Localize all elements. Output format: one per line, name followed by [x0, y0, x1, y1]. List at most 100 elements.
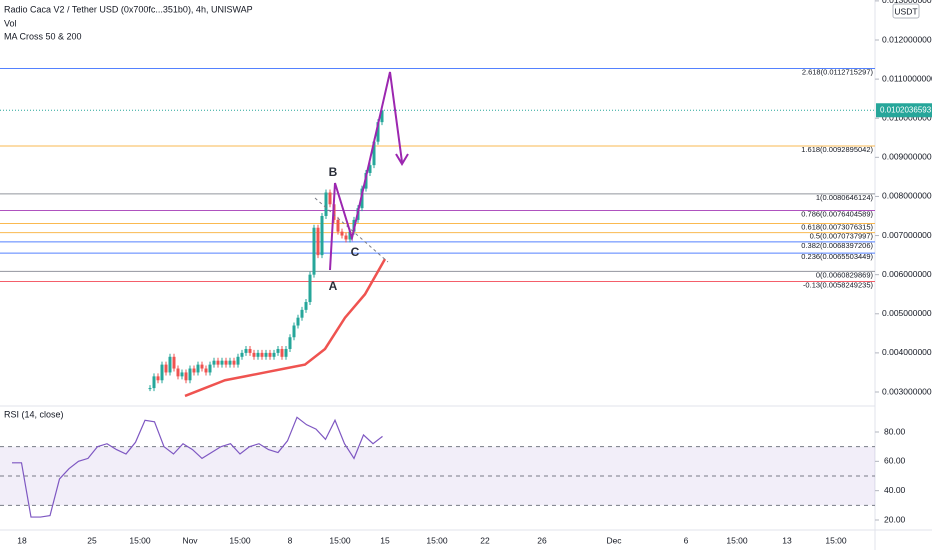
candle — [252, 352, 256, 357]
candle — [300, 309, 304, 318]
time-label: 15 — [380, 535, 390, 545]
vol-label[interactable]: Vol — [4, 18, 17, 28]
time-label: 18 — [17, 535, 27, 545]
time-label: 26 — [537, 535, 547, 545]
candle — [316, 227, 320, 256]
candle — [176, 368, 180, 377]
candle — [348, 231, 352, 240]
time-label: 8 — [288, 535, 293, 545]
fib-label: 0.5(0.0070737997) — [810, 232, 874, 241]
fib-label: 1(0.0080646124) — [816, 193, 874, 202]
time-label: 15:00 — [825, 535, 847, 545]
candle — [228, 360, 232, 365]
candle — [220, 360, 224, 365]
pattern-guide — [314, 197, 389, 263]
pattern-line — [329, 71, 403, 271]
pattern-label: A — [329, 279, 338, 293]
candle — [148, 388, 152, 390]
candle — [240, 352, 244, 357]
price-tick-label: 0.0110000000 — [882, 73, 932, 83]
price-tick-label: 0.0060000000 — [882, 269, 932, 279]
candle — [268, 352, 272, 357]
candle — [296, 317, 300, 326]
fib-label: 0.236(0.0065503449) — [801, 252, 873, 261]
unit-label: USDT — [894, 6, 917, 16]
fib-label: 0(0.0060829869) — [816, 270, 874, 279]
candle — [372, 141, 376, 166]
candle — [272, 352, 276, 357]
candle — [328, 192, 332, 205]
price-tick-label: 0.0080000000 — [882, 191, 932, 201]
time-label: 13 — [782, 535, 792, 545]
candle — [172, 356, 176, 369]
candle — [160, 364, 164, 381]
candle — [232, 360, 236, 365]
candle — [304, 302, 308, 310]
time-label: 15:00 — [129, 535, 151, 545]
symbol-title[interactable]: Radio Caca V2 / Tether USD (0x700fc...35… — [4, 4, 253, 14]
time-label: 15:00 — [426, 535, 448, 545]
candle — [264, 352, 268, 357]
candle — [276, 348, 280, 353]
candle — [324, 192, 328, 216]
pattern-label: C — [351, 245, 360, 259]
candle — [260, 352, 264, 357]
rsi-tick-label: 20.00 — [884, 514, 906, 524]
price-tick-label: 0.0050000000 — [882, 308, 932, 318]
time-label: Nov — [182, 535, 198, 545]
price-tick-label: 0.0130000000 — [882, 0, 932, 5]
rsi-line — [12, 416, 383, 518]
fib-label: -0.13(0.0058249235) — [803, 280, 874, 289]
candle — [292, 325, 296, 338]
candle — [200, 364, 204, 369]
last-price-label: 0.0102036593 — [880, 105, 932, 114]
candle — [152, 376, 156, 389]
fib-label: 0.618(0.0073076315) — [801, 223, 873, 232]
last-price-badge — [876, 103, 932, 118]
candle — [344, 235, 348, 240]
fib-label: 2.618(0.0112715297) — [802, 67, 874, 76]
ma-line — [184, 258, 387, 398]
time-label: 15:00 — [329, 535, 351, 545]
candle — [368, 165, 372, 173]
candle — [320, 216, 324, 256]
rsi-tick-label: 40.00 — [884, 485, 906, 495]
time-label: 15:00 — [229, 535, 251, 545]
pattern-label: B — [329, 165, 338, 179]
candle — [380, 110, 384, 123]
unit-badge[interactable] — [892, 3, 920, 19]
time-label: 15:00 — [726, 535, 748, 545]
candle — [156, 376, 160, 381]
candle — [340, 231, 344, 236]
candle — [256, 352, 260, 357]
price-tick-label: 0.0030000000 — [882, 386, 932, 396]
time-label: 6 — [684, 535, 689, 545]
price-tick-label: 0.0120000000 — [882, 34, 932, 44]
candle — [168, 356, 172, 373]
price-tick-label: 0.0100000000 — [882, 112, 932, 122]
candle — [284, 348, 288, 357]
candle — [188, 368, 192, 381]
fib-label: 1.618(0.0092895042) — [801, 145, 873, 154]
candle — [208, 364, 212, 373]
ma-label[interactable]: MA Cross 50 & 200 — [4, 31, 82, 41]
candle — [236, 356, 240, 365]
candle — [212, 360, 216, 365]
candle — [336, 219, 340, 232]
candle — [280, 348, 284, 357]
candle — [180, 372, 184, 377]
candle — [244, 348, 248, 353]
candle — [184, 372, 188, 381]
candle — [192, 368, 196, 373]
time-label: 25 — [87, 535, 97, 545]
candle — [204, 368, 208, 373]
candle — [164, 364, 168, 373]
candle — [308, 274, 312, 303]
price-tick-label: 0.0040000000 — [882, 347, 932, 357]
time-label: 22 — [480, 535, 490, 545]
candle — [312, 227, 316, 275]
rsi-tick-label: 80.00 — [884, 426, 906, 436]
fib-label: 0.382(0.0068397206) — [801, 241, 873, 250]
